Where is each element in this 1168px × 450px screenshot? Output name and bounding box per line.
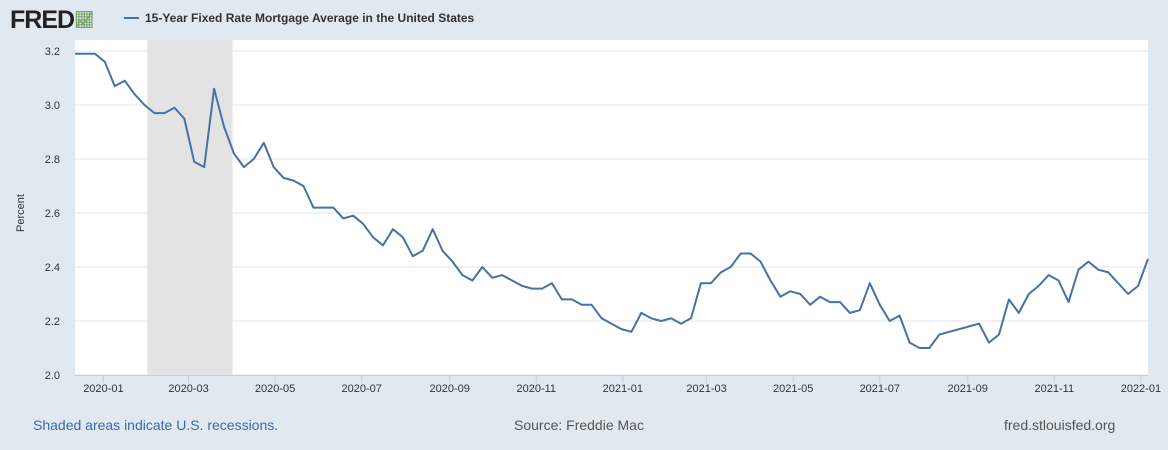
recession-shading bbox=[147, 40, 233, 375]
x-tick-label: 2021-11 bbox=[1035, 383, 1075, 395]
fred-logo-text: FRED bbox=[10, 6, 75, 34]
y-tick-label: 3.0 bbox=[45, 100, 60, 112]
legend: 15-Year Fixed Rate Mortgage Average in t… bbox=[124, 11, 474, 25]
x-tick-label: 2021-03 bbox=[686, 383, 726, 395]
y-tick-label: 2.0 bbox=[45, 370, 60, 382]
x-tick-label: 2020-01 bbox=[83, 383, 123, 395]
y-tick-label: 2.6 bbox=[45, 208, 60, 220]
recession-note-link[interactable]: Shaded areas indicate U.S. recessions. bbox=[33, 417, 279, 433]
x-tick-label: 2020-05 bbox=[255, 383, 295, 395]
source-text: Source: Freddie Mac bbox=[514, 417, 644, 433]
x-tick-label: 2022-01 bbox=[1121, 383, 1161, 395]
y-axis-label: Percent bbox=[15, 194, 27, 232]
legend-label: 15-Year Fixed Rate Mortgage Average in t… bbox=[145, 11, 475, 25]
y-tick-label: 2.8 bbox=[45, 154, 60, 166]
x-tick-label: 2021-05 bbox=[773, 383, 813, 395]
y-tick-label: 3.2 bbox=[45, 46, 60, 58]
x-tick-label: 2021-09 bbox=[948, 383, 988, 395]
fred-logo-chart-icon: 📈︎ bbox=[74, 12, 94, 29]
y-tick-label: 2.2 bbox=[45, 316, 60, 328]
y-tick-label: 2.4 bbox=[45, 262, 60, 274]
x-tick-label: 2020-07 bbox=[342, 383, 382, 395]
plot-area bbox=[75, 40, 1148, 375]
x-tick-label: 2020-11 bbox=[516, 383, 556, 395]
x-tick-label: 2021-07 bbox=[860, 383, 900, 395]
fred-logo[interactable]: FRED📈︎ bbox=[10, 6, 94, 35]
x-tick-label: 2020-09 bbox=[430, 383, 470, 395]
x-tick-label: 2021-01 bbox=[603, 383, 643, 395]
x-tick-label: 2020-03 bbox=[168, 383, 208, 395]
site-link[interactable]: fred.stlouisfed.org bbox=[1004, 417, 1116, 433]
legend-swatch bbox=[124, 17, 139, 19]
